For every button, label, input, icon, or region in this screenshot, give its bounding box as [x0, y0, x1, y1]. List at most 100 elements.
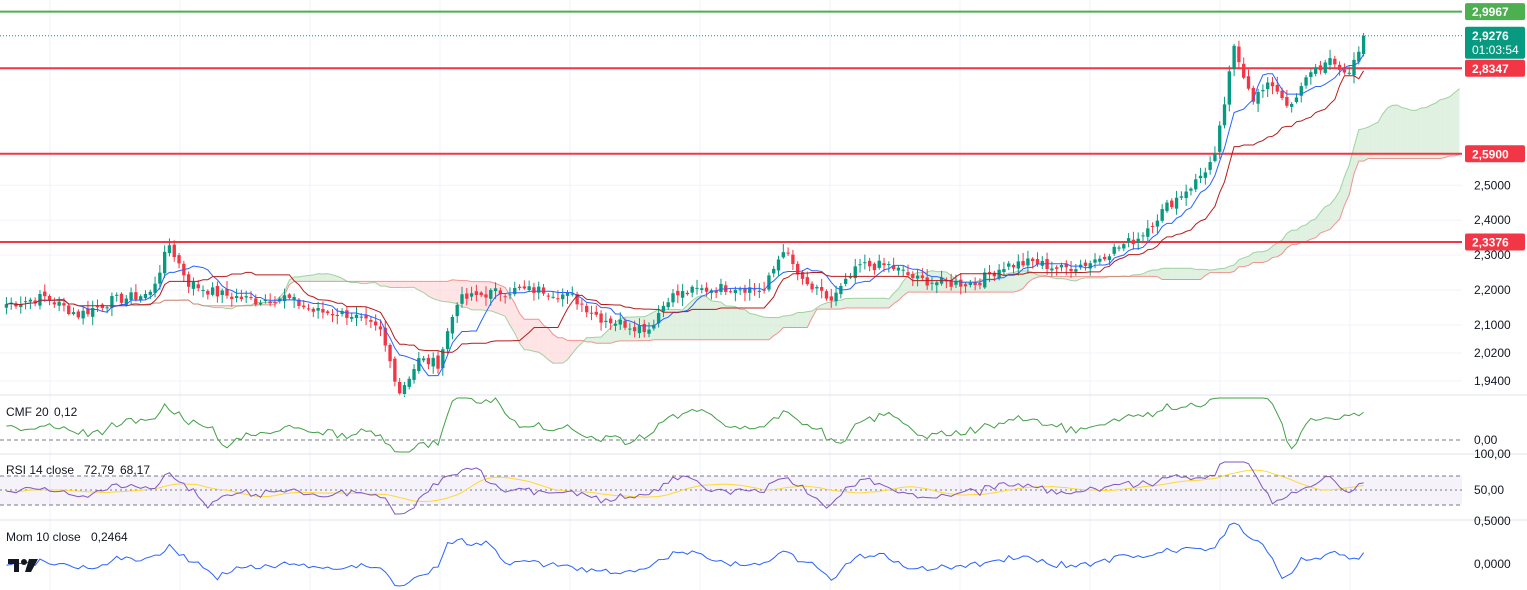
- candle-body: [781, 252, 785, 258]
- cloud-segment: [1382, 107, 1388, 159]
- cloud-segment: [826, 301, 832, 310]
- candle-body: [757, 290, 762, 292]
- candle-body: [613, 323, 618, 326]
- cloud-segment: [476, 281, 482, 310]
- cloud-segment: [1258, 251, 1263, 263]
- cmf-title[interactable]: CMF 20: [6, 405, 49, 419]
- cloud-segment: [1219, 268, 1225, 273]
- candle-body: [963, 284, 968, 287]
- cloud-segment: [1358, 128, 1364, 162]
- tenkan-sen-line: [6, 54, 1365, 377]
- price-axis[interactable]: 2,5000 2,4000 2,3000 2,2000 2,1000 2,0200 1,94…: [1465, 3, 1525, 388]
- price-tick-label: 2,4000: [1474, 213, 1511, 227]
- tradingview-logo-icon[interactable]: [8, 559, 38, 572]
- candle-body: [1059, 265, 1064, 268]
- cloud-segment: [481, 281, 486, 311]
- candle-body: [100, 304, 104, 309]
- candle-body: [954, 281, 958, 285]
- cloud-segment: [404, 281, 410, 288]
- candle-body: [1141, 235, 1145, 237]
- cloud-segment: [1157, 268, 1163, 280]
- candle-body: [1069, 268, 1073, 272]
- mom-title[interactable]: Mom 10 close: [6, 530, 81, 544]
- candle-body: [661, 305, 666, 312]
- candle-body: [105, 307, 109, 309]
- cloud-segment: [1368, 124, 1374, 159]
- candle-body: [498, 290, 503, 295]
- candle-body: [671, 293, 675, 303]
- candle-body: [647, 329, 651, 334]
- cloud-segment: [749, 313, 755, 340]
- candle-body: [786, 252, 790, 254]
- cloud-segment: [845, 298, 851, 308]
- cloud-segment: [720, 302, 726, 340]
- candle-body: [316, 307, 320, 311]
- candle-body: [71, 312, 76, 315]
- candle-body: [1242, 63, 1246, 78]
- candle-body: [350, 317, 354, 319]
- cloud-segment: [783, 315, 789, 328]
- candle-body: [623, 320, 627, 328]
- price-label-box: [1465, 145, 1525, 163]
- candle-body: [1102, 256, 1107, 260]
- price-label: 2,3376: [1472, 236, 1509, 250]
- cloud-segment: [692, 297, 697, 340]
- candle-body: [1083, 262, 1088, 266]
- cloud-segment: [298, 276, 304, 282]
- cloud-segment: [1176, 268, 1182, 280]
- candle-body: [1251, 87, 1255, 102]
- cloud-segment: [423, 281, 429, 297]
- cloud-segment: [303, 275, 309, 282]
- cloud-segment: [227, 305, 232, 309]
- price-label-box: [1465, 233, 1525, 251]
- candle-body: [829, 296, 833, 301]
- candle-body: [1098, 258, 1102, 262]
- candle-body: [1146, 228, 1150, 237]
- candle-body: [455, 304, 459, 317]
- cloud-segment: [601, 332, 606, 344]
- candle-body: [714, 290, 718, 293]
- cloud-segment: [1320, 206, 1326, 234]
- candle-body: [1313, 67, 1318, 74]
- cloud-segment: [533, 319, 539, 353]
- candle-body: [834, 292, 838, 302]
- cloud-segment: [668, 309, 674, 340]
- cloud-segment: [294, 276, 299, 282]
- candle-body: [393, 358, 397, 382]
- cloud-segment: [1425, 105, 1431, 159]
- candle-body: [479, 292, 483, 296]
- candle-body: [848, 276, 853, 278]
- rsi-title[interactable]: RSI 14 close: [6, 463, 74, 477]
- cloud-segment: [1181, 268, 1187, 280]
- cloud-segment: [740, 309, 745, 340]
- candle-body: [441, 349, 445, 369]
- candle-body: [95, 306, 100, 308]
- cloud-segment: [485, 281, 491, 311]
- horizontal-levels[interactable]: [0, 10, 1462, 244]
- price-label-box: [1465, 59, 1525, 77]
- candle-body: [119, 293, 124, 303]
- cloud-segment: [994, 276, 1000, 293]
- candle-body: [62, 303, 66, 306]
- candle-body: [1342, 69, 1347, 73]
- cloud-segment: [1071, 276, 1076, 281]
- cloud-segment: [557, 337, 563, 364]
- candle-body: [1318, 65, 1323, 71]
- cloud-segment: [831, 300, 837, 310]
- candle-body: [987, 272, 992, 275]
- cloud-segment: [1397, 105, 1402, 159]
- candle-body: [249, 296, 253, 299]
- cloud-segment: [385, 281, 391, 288]
- candle-body: [1117, 247, 1121, 249]
- cloud-segment: [543, 325, 549, 360]
- candle-body: [345, 310, 349, 319]
- candle-body: [460, 294, 464, 304]
- candle-body: [575, 293, 579, 305]
- candle-body: [733, 289, 738, 294]
- cloud-segment: [696, 295, 702, 340]
- candle-body: [230, 296, 234, 300]
- cloud-segment: [308, 274, 314, 282]
- candle-body: [1256, 92, 1260, 104]
- cloud-segment: [1421, 107, 1426, 159]
